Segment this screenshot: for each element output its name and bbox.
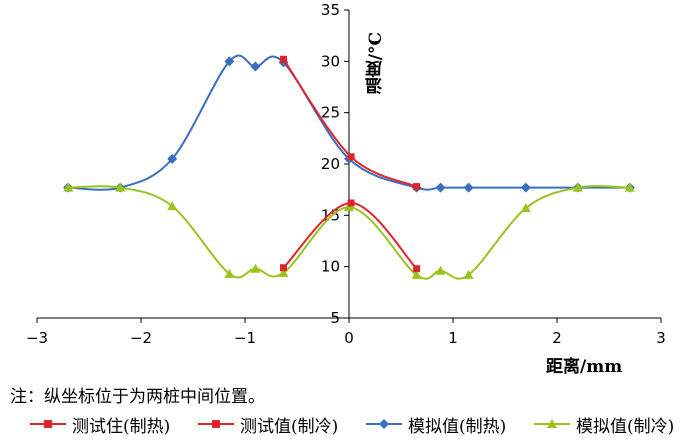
data-point-triangle	[63, 182, 74, 192]
legend-label-sim-heating: 模拟值(制热)	[408, 416, 507, 437]
y-axis-label: 温度/°C	[366, 32, 386, 95]
data-point-triangle	[520, 203, 531, 213]
x-tick-label: 2	[552, 329, 562, 347]
legend-label-test-heating: 测试住(制热)	[72, 416, 171, 437]
y-tick-label: 35	[321, 1, 340, 19]
legend-label-test-cooling: 测试值(制冷)	[240, 416, 339, 437]
legend-item-test-cooling: 测试值(制冷)	[196, 410, 338, 438]
data-point-triangle	[463, 269, 474, 279]
data-point-triangle	[250, 263, 261, 273]
x-tick-label: 0	[344, 329, 354, 347]
x-tick-label: 3	[656, 329, 666, 347]
legend-label-sim-cooling: 模拟值(制冷)	[576, 416, 675, 437]
data-point-square	[347, 153, 355, 161]
data-point-triangle	[435, 265, 446, 275]
series-line	[282, 58, 418, 188]
data-point-triangle	[278, 267, 289, 277]
data-point-triangle	[624, 182, 635, 192]
data-point-square	[413, 183, 421, 191]
y-tick-label: 25	[321, 104, 340, 122]
legend-swatch-test-cooling	[198, 420, 234, 428]
data-point-square	[347, 199, 355, 207]
data-point-square	[279, 264, 287, 272]
legend-item-sim-cooling: 模拟值(制冷)	[532, 410, 674, 438]
chart-legend: 测试住(制热) 测试值(制冷) 模拟值(制热) 模拟值(制冷)	[28, 410, 700, 438]
y-tick-label: 10	[321, 258, 340, 276]
data-point-square	[413, 265, 421, 273]
x-axis-label: 距离/mm	[546, 357, 623, 377]
data-point-triangle	[224, 268, 235, 278]
series-line	[282, 201, 418, 270]
data-point-diamond	[250, 61, 261, 72]
data-point-triangle	[167, 201, 178, 211]
y-tick-label: 30	[321, 52, 340, 70]
legend-item-test-heating: 测试住(制热)	[28, 410, 170, 438]
legend-swatch-sim-cooling	[534, 419, 570, 428]
data-point-diamond	[435, 182, 446, 193]
y-tick-label: 20	[321, 155, 340, 173]
data-point-triangle	[344, 202, 354, 212]
legend-swatch-sim-heating	[366, 419, 402, 429]
y-tick-label: 5	[330, 309, 340, 327]
data-point-triangle	[572, 182, 583, 192]
x-tick-label: −2	[130, 329, 152, 347]
data-point-square	[279, 55, 287, 63]
x-tick-label: 1	[448, 329, 458, 347]
data-point-diamond	[167, 153, 178, 164]
data-point-triangle	[115, 182, 126, 192]
chart-note: 注：纵坐标位于为两桩中间位置。	[10, 387, 265, 407]
data-point-diamond	[520, 182, 531, 193]
data-point-diamond	[224, 56, 235, 67]
x-tick-label: −1	[234, 329, 256, 347]
data-point-diamond	[463, 182, 474, 193]
x-tick-label: −3	[26, 329, 48, 347]
legend-item-sim-heating: 模拟值(制热)	[364, 410, 506, 438]
data-point-triangle	[411, 269, 422, 279]
legend-swatch-test-heating	[30, 420, 66, 428]
